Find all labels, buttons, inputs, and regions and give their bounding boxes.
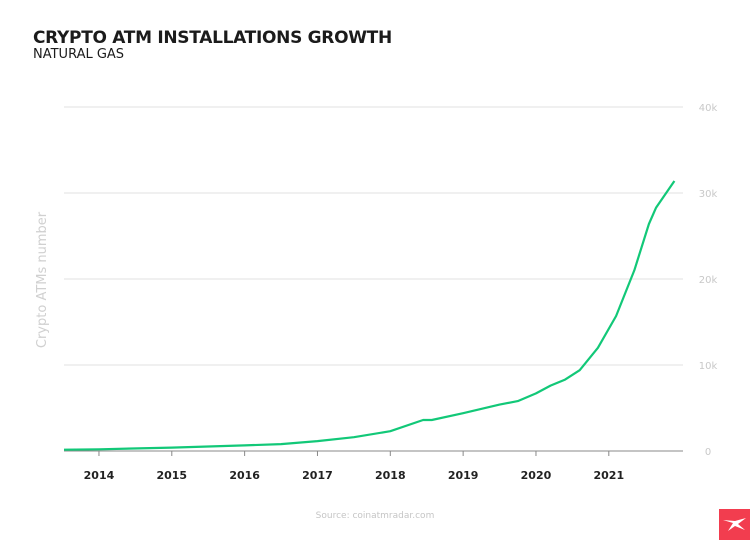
source-note: Source: coinatmradar.com: [315, 511, 435, 521]
x-tick-label: 2014: [84, 469, 115, 482]
chart-title: CRYPTO ATM INSTALLATIONS GROWTH: [33, 28, 392, 48]
y-axis-label: Crypto ATMs number: [35, 211, 50, 348]
x-tick-label: 2020: [521, 469, 552, 482]
y-tick-label: 10k: [699, 361, 718, 372]
x-tick-label: 2019: [448, 469, 479, 482]
y-tick-label: 30k: [699, 189, 718, 200]
x-tick-label: 2017: [302, 469, 333, 482]
logo-x-icon: [723, 518, 746, 531]
x-tick-label: 2018: [375, 469, 406, 482]
y-tick-label: 40k: [699, 103, 718, 114]
xtb-logo: [719, 509, 750, 540]
x-tick-label: 2016: [229, 469, 260, 482]
x-tick-label: 2015: [156, 469, 187, 482]
x-tick-label: 2021: [593, 469, 624, 482]
y-tick-label: 20k: [699, 275, 718, 286]
y-tick-label: 0: [705, 447, 711, 458]
chart-subtitle: NATURAL GAS: [33, 47, 125, 62]
series-line: [63, 180, 676, 451]
